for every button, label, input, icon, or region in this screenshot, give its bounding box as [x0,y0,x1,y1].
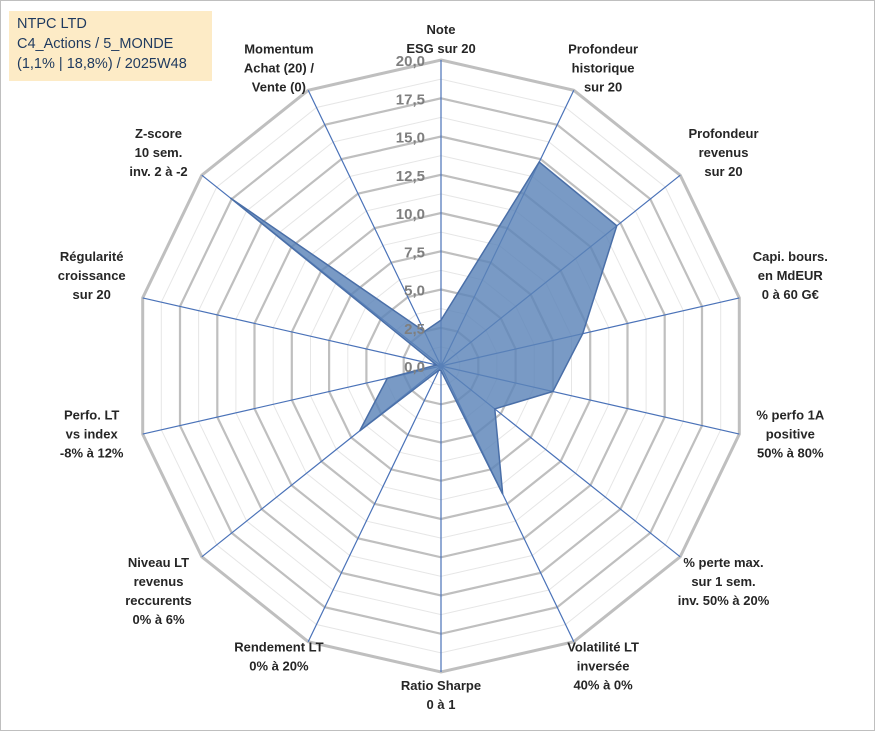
tick-label: 7,5 [404,244,425,261]
axis-label: Profondeur historique sur 20 [568,41,638,94]
axis-spoke [307,90,442,367]
axis-label: Note ESG sur 20 [406,22,475,56]
tick-label: 2,5 [404,321,425,338]
axis-label: Capi. bours. en MdEUR 0 à 60 G€ [753,249,828,302]
axis-label: Niveau LT revenus reccurents 0% à 6% [125,555,191,627]
axis-label: Rendement LT 0% à 20% [234,640,323,674]
axis-label: Régularité croissance sur 20 [58,249,126,302]
info-line-1: NTPC LTD [17,16,87,32]
axis-spoke [307,365,442,642]
series-area [230,160,618,495]
tick-label: 12,5 [396,168,425,185]
axis-spoke [142,297,442,367]
axis-label: Profondeur revenus sur 20 [688,126,758,179]
axis-label: Z-score 10 sem. inv. 2 à -2 [129,126,187,179]
tick-label: 0,0 [404,359,425,376]
info-line-3: (1,1% | 18,8%) / 2025W48 [17,56,187,72]
tick-label: 10,0 [396,206,425,223]
axis-label: % perfo 1A positive 50% à 80% [756,408,825,461]
tick-label: 5,0 [404,283,425,300]
axis-label: Volatilité LT inversée 40% à 0% [567,640,639,693]
tick-label: 17,5 [396,91,425,108]
tick-label: 20,0 [396,53,425,70]
axis-label: Ratio Sharpe 0 à 1 [401,678,481,712]
axis-label: Momentum Achat (20) / Vente (0) [244,41,314,94]
axis-label: Perfo. LT vs index -8% à 12% [60,408,124,461]
info-line-2: C4_Actions / 5_MONDE [17,36,174,52]
axis-label: % perte max. sur 1 sem. inv. 50% à 20% [678,555,770,608]
tick-label: 15,0 [396,130,425,147]
info-box: NTPC LTD C4_Actions / 5_MONDE (1,1% | 18… [9,11,212,81]
